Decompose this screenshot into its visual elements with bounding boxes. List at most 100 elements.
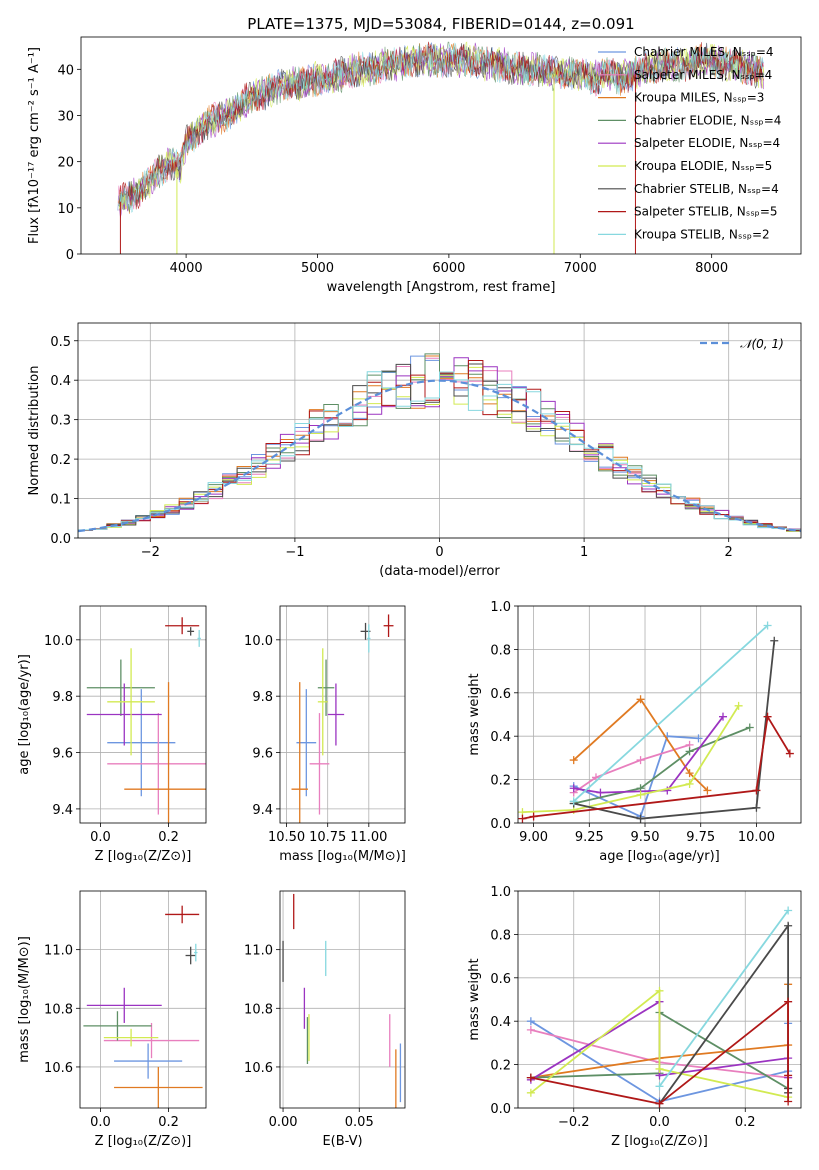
series-point-chabrier_stelib xyxy=(770,636,779,645)
y-tick-label: 10 xyxy=(57,202,74,217)
series-line-kroupa_stelib xyxy=(658,909,789,1087)
mass-vs-extinction-panel: 0.00 0.05 10.6 10.8 11.0 E(B-V) xyxy=(244,890,406,1149)
y-tick-label: 9.6 xyxy=(252,747,273,762)
x-tick-label: 0.2 xyxy=(158,1115,179,1130)
y-tick-label: 9.4 xyxy=(252,803,273,818)
y-tick-label: 1.0 xyxy=(490,885,511,900)
axes-frame xyxy=(279,605,406,824)
series-line-kroupa_miles xyxy=(573,697,709,792)
series-point-kroupa_miles xyxy=(636,695,645,704)
series-point-chabrier_miles xyxy=(526,1017,535,1026)
series-point-salpeter_stelib xyxy=(784,1071,793,1080)
series-point-kroupa_elodie xyxy=(636,790,645,799)
x-tick-label: 4000 xyxy=(170,261,203,276)
x-axis-label: Z [log₁₀(Z/Z⊙)] xyxy=(95,1134,192,1149)
y-tick-label: 0.6 xyxy=(490,687,511,702)
age-vs-mass-panel: 10.50 10.75 11.00 9.4 9.6 9.8 10.0 mass [log₁₀(… xyxy=(244,605,406,864)
y-tick-label: 10.8 xyxy=(244,1002,273,1017)
series-point-kroupa_stelib xyxy=(655,1082,664,1091)
y-axis-label: age [log₁₀(age/yr)] xyxy=(17,654,32,775)
y-tick-label: 10.6 xyxy=(244,1061,273,1076)
legend-entry-kroupa_elodie: Kroupa ELODIE, Nₛₛₚ=5 xyxy=(634,159,772,173)
x-tick-label: −1 xyxy=(285,545,304,560)
y-tick-label: 0.4 xyxy=(50,374,71,389)
plot-area xyxy=(78,353,801,538)
y-tick-label: 11.0 xyxy=(44,944,73,959)
x-tick-label: 0.2 xyxy=(158,830,179,845)
y-tick-label: 10.0 xyxy=(44,634,73,649)
legend-entry-salpeter_miles: Salpeter MILES, Nₛₛₚ=4 xyxy=(634,68,772,82)
legend-entry-salpeter_elodie: Salpeter ELODIE, Nₛₛₚ=4 xyxy=(634,136,780,150)
y-tick-label: 10.0 xyxy=(244,634,273,649)
series-line-chabrier_stelib xyxy=(573,640,776,820)
series-point-salpeter_stelib xyxy=(763,712,772,721)
series-point-salpeter_elodie xyxy=(719,712,728,721)
spectrum-panel: 4000 5000 6000 7000 8000 0 10 20 30 40 wavelength … xyxy=(27,36,802,295)
axes-frame xyxy=(517,605,802,824)
series-point-kroupa_miles xyxy=(703,786,712,795)
legend-entry-salpeter_stelib: Salpeter STELIB, Nₛₛₚ=5 xyxy=(634,205,778,219)
x-tick-label: 0.05 xyxy=(345,1115,374,1130)
y-tick-label: 11.0 xyxy=(244,944,273,959)
series-point-chabrier_stelib xyxy=(784,921,793,930)
y-tick-label: 0.0 xyxy=(490,817,511,832)
axes-frame xyxy=(77,322,802,539)
series-point-kroupa_elodie xyxy=(734,701,743,710)
y-tick-label: 9.8 xyxy=(52,690,73,705)
legend-entry-kroupa_stelib: Kroupa STELIB, Nₛₛₚ=2 xyxy=(634,227,770,241)
y-axis-label: mass [log₁₀(M/M⊙)] xyxy=(17,936,32,1063)
plot-area xyxy=(117,41,765,254)
y-tick-label: 9.8 xyxy=(252,690,273,705)
series-point-salpeter_stelib xyxy=(529,812,538,821)
series-point-chabrier_elodie xyxy=(745,723,754,732)
series-point-salpeter_stelib xyxy=(785,749,794,758)
y-tick-label: 9.4 xyxy=(52,803,73,818)
x-tick-label: 0.2 xyxy=(735,1115,756,1130)
legend-entry-chabrier_elodie: Chabrier ELODIE, Nₛₛₚ=4 xyxy=(634,113,781,127)
x-tick-label: 6000 xyxy=(432,261,465,276)
y-tick-label: 0.5 xyxy=(50,335,71,350)
x-axis-label: wavelength [Angstrom, rest frame] xyxy=(327,280,556,295)
series-point-salpeter_stelib xyxy=(655,1099,664,1108)
x-tick-label: 0.00 xyxy=(269,1115,298,1130)
y-tick-label: 0.2 xyxy=(490,774,511,789)
series-point-salpeter_elodie xyxy=(596,788,605,797)
legend-entry-chabrier_miles: Chabrier MILES, Nₛₛₚ=4 xyxy=(634,45,774,59)
series-point-salpeter_stelib xyxy=(518,814,527,823)
plot-area xyxy=(291,614,394,823)
series-point-kroupa_miles xyxy=(569,756,578,765)
series-point-salpeter_stelib xyxy=(784,1097,793,1106)
x-tick-label: 0 xyxy=(435,545,443,560)
y-tick-label: 0.8 xyxy=(490,643,511,658)
x-tick-label: 0.0 xyxy=(649,1115,670,1130)
series-point-salpeter_elodie xyxy=(569,784,578,793)
plot-area xyxy=(83,905,203,1108)
spectrum-line-kroupa_elodie xyxy=(118,41,765,213)
series-point-kroupa_elodie xyxy=(655,986,664,995)
series-point-kroupa_elodie xyxy=(526,1088,535,1097)
age-vs-metallicity-panel: 0.0 0.2 9.4 9.6 9.8 10.0 Z [log₁₀(Z/Z⊙)] age [l… xyxy=(17,605,207,864)
y-axis-label: Normed distribution xyxy=(27,366,42,496)
series-line-kroupa_stelib xyxy=(573,624,769,802)
x-tick-label: 2 xyxy=(725,545,733,560)
x-tick-label: 9.75 xyxy=(686,830,715,845)
series-point-chabrier_elodie xyxy=(685,747,694,756)
y-tick-label: 0.2 xyxy=(50,453,71,468)
series-point-chabrier_miles xyxy=(694,734,703,743)
y-tick-label: 40 xyxy=(57,63,74,78)
residual-histogram-panel: −2 −1 0 1 2 0.0 0.1 0.2 0.3 0.4 0.5 (data-model)/er… xyxy=(27,322,802,579)
series-point-salpeter_miles xyxy=(526,1025,535,1034)
series-line-salpeter_elodie xyxy=(573,716,724,794)
mass-vs-metallicity-panel: 0.0 0.2 10.6 10.8 11.0 Z [log₁₀(Z/Z⊙)] mass [l… xyxy=(17,890,207,1149)
x-tick-label: 11.00 xyxy=(350,830,387,845)
y-tick-label: 0.0 xyxy=(490,1102,511,1117)
series-point-salpeter_stelib xyxy=(752,786,761,795)
y-tick-label: 0.8 xyxy=(490,928,511,943)
x-tick-label: 9.25 xyxy=(575,830,604,845)
y-tick-label: 0 xyxy=(66,248,74,263)
y-tick-label: 9.6 xyxy=(52,747,73,762)
series-point-kroupa_stelib xyxy=(784,906,793,915)
x-tick-label: 0.0 xyxy=(90,1115,111,1130)
mass-weight-vs-age-panel: 9.00 9.25 9.50 9.75 10.00 0.0 0.2 0.4 0.6 0.8 1.0 a… xyxy=(467,600,802,864)
